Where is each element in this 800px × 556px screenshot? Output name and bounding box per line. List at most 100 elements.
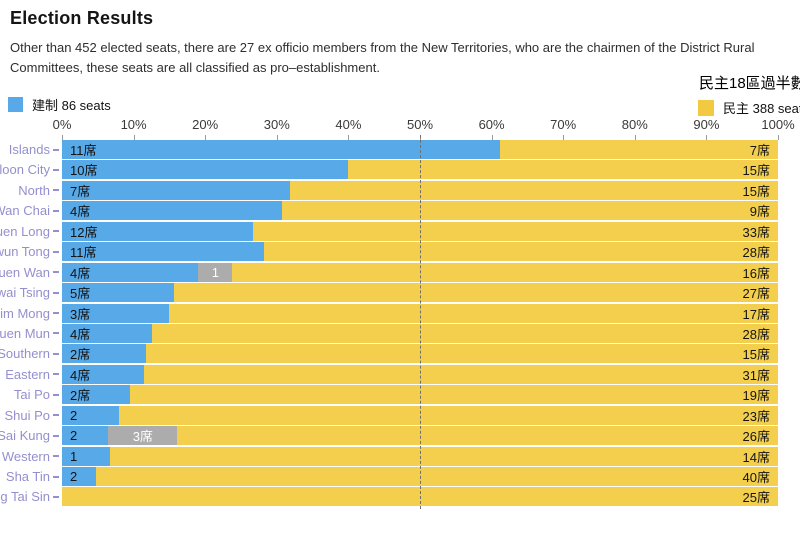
bar-segment-pro-democracy-label: 17席 xyxy=(742,306,770,322)
bar-segment-pro-democracy-label: 40席 xyxy=(742,470,770,485)
bar-segment-pro-democracy-label: 15席 xyxy=(742,163,770,179)
chart-row: Wan Chai 4席 9席 xyxy=(0,201,800,221)
row-tick-dash xyxy=(53,373,59,376)
stacked-bar: 5席 27席 xyxy=(62,283,778,303)
chart-row: Yau Tsim Mong 3席 17席 xyxy=(0,303,800,323)
bar-segment-pro-establishment: 4席 xyxy=(62,201,283,221)
row-axis-tick xyxy=(50,189,62,192)
pro-establishment-swatch xyxy=(8,97,23,112)
bar-segment-pro-democracy-label: 14席 xyxy=(742,449,770,465)
bar-segment-pro-democracy: 27席 xyxy=(173,283,778,303)
chart-row: Kwai Tsing 5席 27席 xyxy=(0,283,800,303)
bar-segment-pro-establishment: 1 xyxy=(62,446,110,466)
bar-segment-pro-establishment-label: 5席 xyxy=(70,286,91,302)
chart-row: Yuen Long 12席 33席 xyxy=(0,221,800,241)
subtitle-line-1: Other than 452 elected seats, there are … xyxy=(10,40,755,55)
bar-segment-pro-establishment-label: 11席 xyxy=(70,143,97,158)
district-label: Tuen Mun xyxy=(0,325,50,341)
row-axis-tick xyxy=(50,250,62,253)
chart-row: Kowloon City 10席 15席 xyxy=(0,160,800,180)
stacked-bar: 7席 15席 xyxy=(62,180,778,200)
bar-segment-pro-establishment-label: 2 xyxy=(70,407,78,423)
bar-segment-pro-democracy-label: 28席 xyxy=(742,245,770,261)
bar-segment-pro-establishment-label: 10席 xyxy=(70,163,98,179)
bar-segment-pro-democracy: 28席 xyxy=(263,242,778,262)
row-tick-dash xyxy=(53,312,59,314)
stacked-bar: 12席 33席 xyxy=(62,221,778,241)
row-axis-tick xyxy=(50,475,62,478)
row-axis-tick xyxy=(50,332,62,335)
district-label: Kwai Tsing xyxy=(0,285,50,301)
chart-rows: Islands11席7席Kowloon City10席15席North7席15席… xyxy=(0,140,800,508)
district-label: Sai Kung xyxy=(0,428,50,444)
bar-segment-pro-democracy-label: 15席 xyxy=(742,183,770,199)
row-axis-tick xyxy=(50,168,62,171)
axis-tick-mark xyxy=(205,135,207,140)
bar-segment-pro-establishment: 4席 xyxy=(62,262,199,282)
bar-segment-pro-democracy: 33席 xyxy=(252,221,778,241)
row-tick-dash xyxy=(53,189,59,192)
bar-segment-pro-democracy-label: 27席 xyxy=(742,286,770,302)
district-label: Southern xyxy=(0,346,50,362)
stacked-bar: 11席 28席 xyxy=(62,242,778,262)
bar-segment-pro-establishment: 2 xyxy=(62,426,109,446)
democrats-majority-annotation: 民主18區過半數 xyxy=(699,75,800,92)
axis-tick-label: 70% xyxy=(550,117,577,132)
stacked-bar: 4席 31席 xyxy=(62,364,778,384)
fifty-percent-reference-line xyxy=(420,135,421,509)
axis-tick-label: 90% xyxy=(693,117,720,132)
row-tick-dash xyxy=(53,332,59,335)
axis-tick-mark xyxy=(276,135,278,140)
axis-tick-label: 40% xyxy=(335,117,362,132)
bar-segment-pro-establishment-label: 4席 xyxy=(70,367,91,383)
axis-tick-mark xyxy=(491,135,493,140)
bar-segment-pro-establishment-label: 2席 xyxy=(70,388,91,404)
bar-segment-pro-democracy-label: 23席 xyxy=(742,408,770,424)
row-axis-tick xyxy=(50,209,62,212)
bar-segment-pro-establishment: 10席 xyxy=(62,160,349,180)
row-axis-tick xyxy=(50,373,62,376)
bar-segment-pro-democracy: 9席 xyxy=(282,201,778,221)
stacked-bar: 2席 15席 xyxy=(62,344,778,364)
bar-segment-pro-establishment-label: 2 xyxy=(70,469,78,484)
chart-row: Wong Tai Sin 25席 xyxy=(0,487,800,507)
stacked-bar: 3席 17席 xyxy=(62,303,778,323)
axis-tick-mark xyxy=(706,135,708,140)
chart-row: Tuen Mun 4席 28席 xyxy=(0,323,800,343)
row-tick-dash xyxy=(53,455,59,458)
stacked-bar: 2 23席 xyxy=(62,405,778,425)
bar-segment-pro-democracy: 40席 xyxy=(96,467,778,486)
bar-segment-pro-establishment-label: 3席 xyxy=(70,306,91,322)
stacked-bar: 4席 28席 xyxy=(62,323,778,343)
chart-row: Islands 11席 7席 xyxy=(0,140,800,159)
row-tick-dash xyxy=(53,414,59,417)
bar-segment-pro-establishment: 2席 xyxy=(62,344,147,364)
district-label: Central and Western xyxy=(0,448,50,464)
chart-row: Central and Western 1 14席 xyxy=(0,446,800,466)
bar-segment-other-label: 3席 xyxy=(132,429,153,445)
bar-segment-pro-establishment-label: 4席 xyxy=(70,265,91,281)
stacked-bar: 4席 1 16席 xyxy=(62,262,778,282)
district-label: Eastern xyxy=(5,366,50,382)
bar-segment-pro-democracy: 23席 xyxy=(119,405,778,425)
bar-segment-pro-establishment: 11席 xyxy=(62,242,264,262)
row-tick-dash xyxy=(53,291,59,294)
chart-row: Kwun Tong 11席 28席 xyxy=(0,242,800,262)
subtitle-line-2: Committees, these seats are all classifi… xyxy=(10,60,380,75)
row-tick-dash xyxy=(53,393,59,396)
bar-segment-pro-establishment: 4席 xyxy=(62,364,144,384)
stacked-bar: 1 14席 xyxy=(62,446,778,466)
stacked-bar: 2 40席 xyxy=(62,467,778,486)
axis-tick-label: 20% xyxy=(192,117,219,132)
bar-segment-pro-democracy: 19席 xyxy=(130,385,778,405)
bar-segment-pro-democracy-label: 9席 xyxy=(749,204,770,220)
row-tick-dash xyxy=(53,434,59,437)
bar-segment-pro-democracy: 15席 xyxy=(289,180,778,200)
row-axis-tick xyxy=(50,393,62,396)
bar-segment-pro-establishment: 2 xyxy=(62,405,120,425)
bar-segment-pro-democracy-label: 28席 xyxy=(742,326,770,342)
district-label: Sha Tin xyxy=(5,469,50,484)
bar-segment-pro-democracy-label: 33席 xyxy=(742,224,770,240)
axis-tick-label: 50% xyxy=(406,117,434,132)
bar-segment-pro-democracy: 14席 xyxy=(109,446,778,466)
